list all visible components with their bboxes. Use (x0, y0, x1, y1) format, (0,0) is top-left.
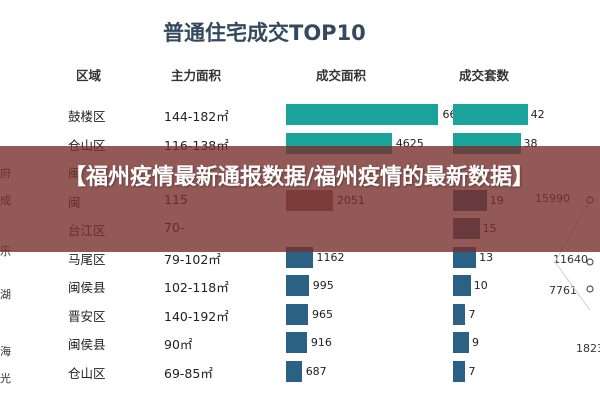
deal-units-label: 7 (468, 307, 476, 321)
header-district: 区域 (76, 68, 102, 83)
deal-units-label: 9 (472, 336, 479, 349)
left-edge-fragment: 海 (0, 345, 11, 358)
deal-area-label: 687 (305, 364, 327, 378)
main-area-cell: 102-118㎡ (164, 280, 229, 295)
deal-area-bar (286, 360, 302, 382)
district-cell: 仓山区 (68, 365, 106, 381)
deal-units-label: 13 (479, 250, 494, 264)
deal-area-label: 916 (310, 336, 332, 349)
deal-units-bar (453, 303, 466, 325)
deal-units-bar (453, 104, 528, 125)
main-area-cell: 79-102㎡ (164, 251, 221, 267)
scatter-point (586, 258, 594, 266)
main-area-cell: 140-192㎡ (164, 308, 229, 324)
district-cell: 马尾区 (68, 251, 106, 267)
main-area-cell: 90㎡ (164, 337, 193, 352)
deal-area-label: 995 (312, 279, 334, 292)
header-main-area: 主力面积 (171, 68, 222, 83)
district-cell: 闽侯县 (68, 337, 106, 352)
deal-area-bar (286, 332, 307, 353)
left-edge-fragment: 光 (0, 372, 11, 385)
headline-overlay (0, 146, 600, 252)
chart-title: 普通住宅成交TOP10 (163, 21, 366, 45)
deal-area-bar (286, 275, 309, 296)
scatter-point (586, 285, 594, 293)
deal-units-label: 10 (473, 279, 488, 292)
right-edge-label: 7761 (549, 284, 577, 297)
header-deal-area: 成交面积 (316, 68, 367, 83)
deal-units-bar (453, 332, 469, 353)
deal-area-bar (286, 104, 439, 125)
headline-text: 【福州疫情最新通报数据/福州疫情的最新数据】 (64, 165, 535, 190)
deal-units-label: 42 (530, 108, 545, 121)
deal-units-bar (453, 275, 471, 296)
right-edge-label: 1823 (576, 342, 600, 355)
left-edge-fragment: 湖 (0, 288, 11, 301)
deal-units-label: 7 (468, 364, 476, 378)
district-cell: 晋安区 (68, 308, 106, 324)
main-area-cell: 144-182㎡ (164, 109, 229, 124)
deal-units-bar (453, 360, 466, 382)
district-cell: 闽侯县 (68, 280, 106, 295)
deal-area-bar (286, 303, 309, 325)
deal-area-label: 965 (312, 307, 334, 321)
district-cell: 鼓楼区 (68, 109, 106, 124)
right-edge-label: 11640 (553, 253, 588, 266)
deal-area-label: 1162 (316, 250, 345, 264)
header-deal-units: 成交套数 (459, 68, 510, 83)
main-area-cell: 69-85㎡ (164, 365, 213, 381)
